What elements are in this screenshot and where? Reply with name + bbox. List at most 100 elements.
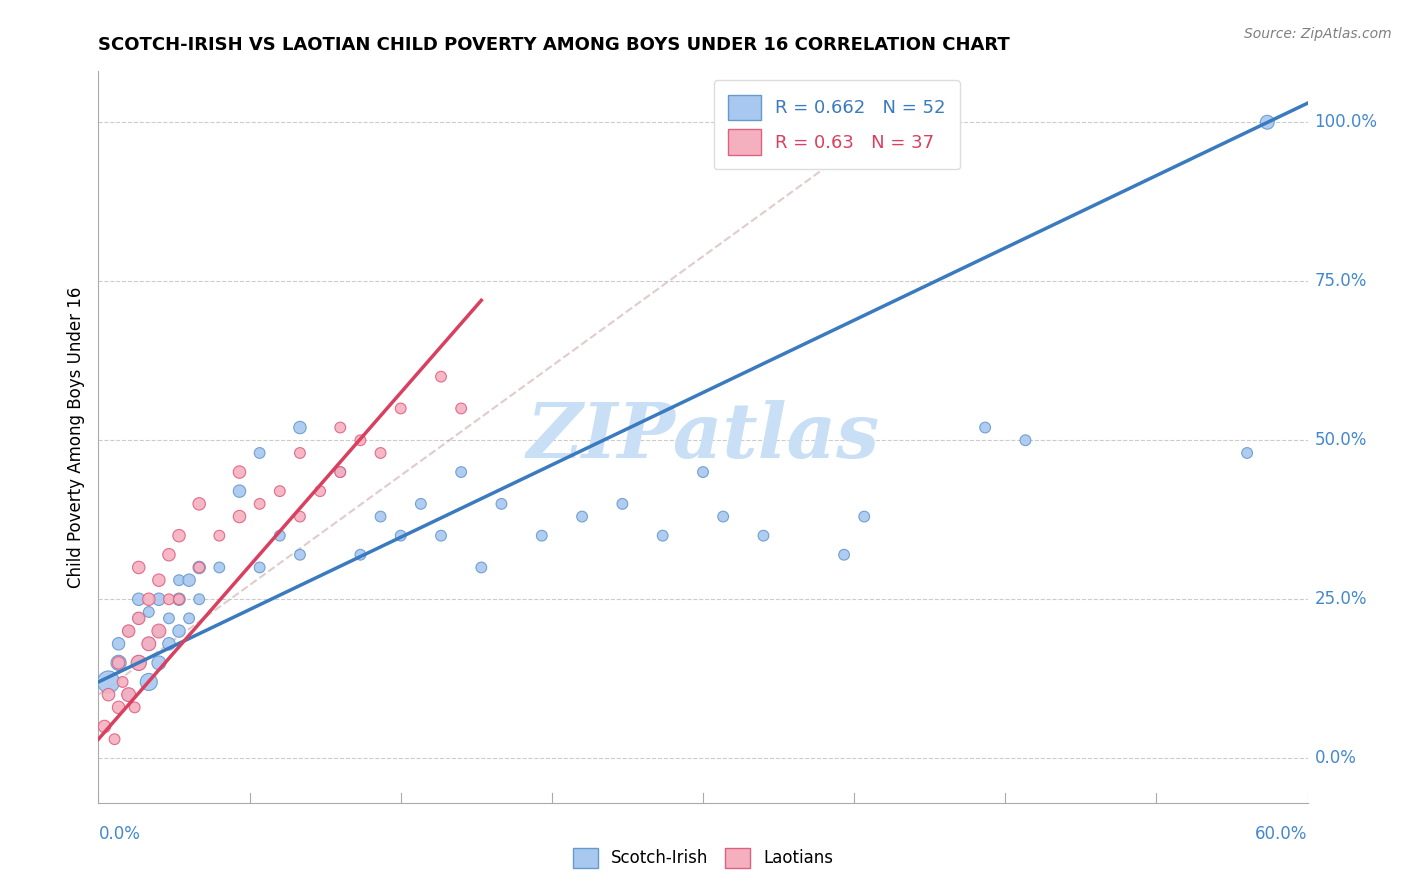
Point — [138, 675, 160, 690]
Point — [370, 509, 392, 524]
Point — [107, 656, 129, 670]
Point — [148, 624, 170, 638]
Point — [228, 509, 250, 524]
Point — [138, 592, 160, 607]
Point — [269, 529, 291, 543]
Point — [430, 369, 453, 384]
Point — [167, 592, 190, 607]
Text: 50.0%: 50.0% — [1315, 431, 1367, 450]
Point — [138, 637, 160, 651]
Point — [1236, 446, 1258, 460]
Point — [128, 560, 150, 574]
Point — [128, 656, 150, 670]
Point — [309, 484, 332, 499]
Point — [97, 688, 120, 702]
Point — [389, 401, 412, 416]
Point — [651, 529, 673, 543]
Point — [188, 497, 211, 511]
Point — [832, 548, 855, 562]
Point — [530, 529, 553, 543]
Point — [188, 560, 211, 574]
Text: ZIPatlas: ZIPatlas — [526, 401, 880, 474]
Text: SCOTCH-IRISH VS LAOTIAN CHILD POVERTY AMONG BOYS UNDER 16 CORRELATION CHART: SCOTCH-IRISH VS LAOTIAN CHILD POVERTY AM… — [98, 36, 1010, 54]
Text: 75.0%: 75.0% — [1315, 272, 1367, 290]
Point — [269, 484, 291, 499]
Point — [148, 573, 170, 587]
Point — [1256, 115, 1278, 129]
Point — [118, 624, 141, 638]
Point — [118, 688, 141, 702]
Point — [612, 497, 634, 511]
Point — [329, 465, 352, 479]
Point — [288, 420, 311, 434]
Point — [711, 509, 734, 524]
Point — [167, 529, 190, 543]
Point — [177, 573, 201, 587]
Point — [118, 688, 141, 702]
Point — [370, 446, 392, 460]
Point — [329, 420, 352, 434]
Point — [853, 509, 876, 524]
Text: 60.0%: 60.0% — [1256, 825, 1308, 843]
Point — [118, 624, 141, 638]
Point — [128, 592, 150, 607]
Point — [167, 573, 190, 587]
Point — [128, 611, 150, 625]
Point — [177, 611, 201, 625]
Point — [124, 700, 146, 714]
Point — [228, 484, 250, 499]
Y-axis label: Child Poverty Among Boys Under 16: Child Poverty Among Boys Under 16 — [66, 286, 84, 588]
Point — [450, 401, 472, 416]
Point — [571, 509, 593, 524]
Point — [249, 446, 271, 460]
Text: 25.0%: 25.0% — [1315, 591, 1367, 608]
Point — [111, 675, 134, 690]
Point — [349, 548, 371, 562]
Point — [692, 465, 714, 479]
Point — [148, 624, 170, 638]
Point — [1014, 434, 1036, 448]
Point — [752, 529, 775, 543]
Point — [430, 529, 453, 543]
Text: 0.0%: 0.0% — [1315, 749, 1357, 767]
Point — [208, 529, 231, 543]
Point — [138, 637, 160, 651]
Legend: R = 0.662   N = 52, R = 0.63   N = 37: R = 0.662 N = 52, R = 0.63 N = 37 — [714, 80, 960, 169]
Point — [107, 637, 129, 651]
Point — [188, 592, 211, 607]
Point — [148, 592, 170, 607]
Point — [288, 509, 311, 524]
Point — [228, 465, 250, 479]
Point — [167, 592, 190, 607]
Point — [470, 560, 492, 574]
Point — [208, 560, 231, 574]
Point — [138, 605, 160, 619]
Point — [409, 497, 432, 511]
Point — [450, 465, 472, 479]
Point — [288, 446, 311, 460]
Point — [288, 548, 311, 562]
Point — [249, 560, 271, 574]
Point — [167, 624, 190, 638]
Point — [157, 548, 180, 562]
Point — [157, 592, 180, 607]
Point — [97, 675, 120, 690]
Text: 0.0%: 0.0% — [98, 825, 141, 843]
Point — [107, 656, 129, 670]
Point — [188, 560, 211, 574]
Point — [349, 434, 371, 448]
Point — [329, 465, 352, 479]
Point — [103, 732, 125, 747]
Point — [974, 420, 997, 434]
Point — [107, 700, 129, 714]
Point — [389, 529, 412, 543]
Point — [128, 611, 150, 625]
Point — [148, 656, 170, 670]
Point — [157, 611, 180, 625]
Point — [128, 656, 150, 670]
Point — [491, 497, 513, 511]
Point — [157, 637, 180, 651]
Text: 100.0%: 100.0% — [1315, 113, 1378, 131]
Point — [93, 719, 115, 733]
Legend: Scotch-Irish, Laotians: Scotch-Irish, Laotians — [567, 841, 839, 875]
